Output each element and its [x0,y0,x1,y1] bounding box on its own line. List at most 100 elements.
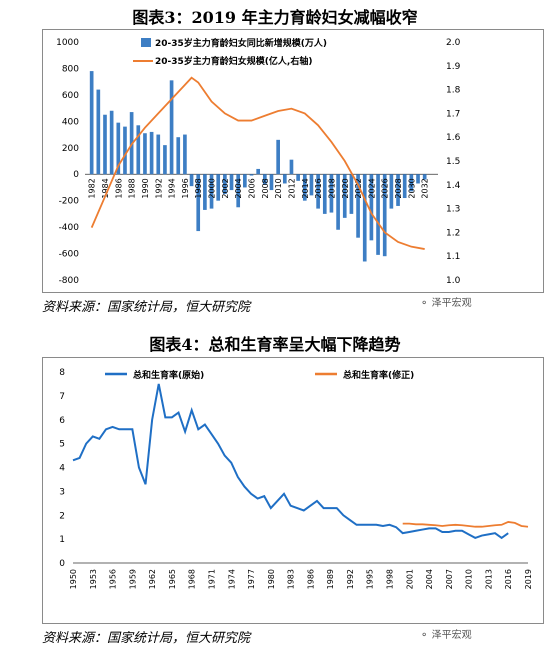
x-tick-label: 1965 [168,569,177,589]
legend-label: 总和生育率(修正) [343,369,414,381]
bar [209,174,214,209]
y-left-tick-label: 200 [62,144,79,154]
bar [196,174,201,232]
x-tick-label: 1996 [181,178,190,198]
x-tick-label: 1992 [346,569,355,589]
watermark-icon: ⚬ [420,298,429,309]
y-left-tick-label: -800 [59,276,80,286]
y-left-tick-label: 0 [73,170,79,180]
x-tick-label: 1998 [194,178,203,198]
bar [389,174,394,209]
x-tick-label: 2020 [341,178,350,198]
x-tick-label: 2000 [208,178,217,198]
x-tick-label: 1962 [148,569,157,589]
y-left-tick-label: -400 [59,223,80,233]
bar [183,134,187,175]
bar [216,174,221,201]
y-tick-label: 0 [59,559,65,569]
x-tick-label: 1982 [88,178,97,198]
bar [96,89,101,175]
chart3-title: 图表3：2019 年主力育龄妇女减幅收窄 [132,8,418,27]
bar [342,174,347,218]
y-right-tick-label: 1.4 [446,181,461,191]
x-tick-label: 1989 [326,569,335,589]
y-tick-label: 5 [59,440,65,450]
x-tick-label: 2032 [421,178,430,198]
bar [376,174,380,255]
x-tick-label: 1968 [188,569,197,589]
bar [422,174,427,180]
x-tick-label: 2024 [367,178,376,198]
x-tick-label: 2019 [524,569,533,589]
y-right-tick-label: 1.3 [446,205,460,215]
y-left-tick-label: 1000 [56,38,79,48]
bar [416,174,420,184]
bar [103,114,107,175]
bar [243,174,247,188]
bar [336,174,340,230]
legend-line-label: 20-35岁主力育龄妇女规模(亿人,右轴) [155,55,312,67]
bar [149,131,154,175]
bar [276,139,280,175]
chart3-frame: 1000 800 600 400 200 0 -200 -400 -600 -800 2.0 1.9 1… [42,29,544,293]
bar [269,174,274,191]
x-tick-label: 1984 [101,178,110,198]
x-tick-label: 2010 [274,178,283,198]
bar [409,174,414,192]
y-tick-label: 2 [59,511,65,521]
bar [369,174,374,241]
x-tick-label: 2022 [354,178,363,198]
bar [349,174,354,214]
x-tick-label: 1990 [141,178,150,198]
bar [289,159,294,175]
y-left-tick-label: -600 [59,250,80,260]
x-tick-label: 2006 [248,178,257,198]
chart4-plot: 8 7 6 5 4 3 2 1 0 1950 1953 1956 1959 1962 1965 1968 197… [59,368,533,589]
x-tick-label: 2013 [484,569,493,589]
bar [402,174,407,199]
x-tick-label: 2028 [394,178,403,198]
x-tick-label: 1959 [128,569,137,589]
watermark-text: 泽平宏观 [431,630,472,641]
y-right-tick-label: 1.7 [446,109,460,119]
x-tick-label: 1953 [89,569,98,589]
x-tick-label: 1974 [227,569,236,589]
y-tick-label: 4 [59,464,65,474]
bar [282,174,287,184]
chart4-source: 资料来源：国家统计局，恒大研究院 [42,631,251,646]
x-tick-label: 2004 [234,178,243,198]
bar [256,168,261,175]
x-tick-label: 2001 [405,569,414,589]
bar [356,174,360,238]
bar [223,174,227,195]
line-series-women [90,76,425,250]
bar [236,174,241,208]
x-tick-label: 2018 [327,178,336,198]
watermark-icon: ⚬ [420,630,429,641]
bar [156,134,161,175]
watermark-bottom: ⚬ 泽平宏观 [420,626,472,641]
bar [309,174,314,196]
x-tick-label: 1995 [366,569,375,589]
bar [396,174,400,206]
x-tick-label: 1992 [154,178,163,198]
x-tick-label: 2004 [425,569,434,589]
y-right-tick-label: 2.0 [446,38,461,48]
bar [203,174,207,210]
bar [262,174,267,185]
y-tick-label: 1 [59,535,65,545]
x-tick-label: 1980 [267,569,276,589]
chart4-title: 图表4：总和生育率呈大幅下降趋势 [149,335,401,354]
bar [296,174,300,181]
y-tick-label: 3 [59,487,65,497]
x-tick-label: 1994 [168,178,177,198]
x-tick-label: 1998 [386,569,395,589]
bar [169,80,174,175]
x-tick-label: 2008 [261,178,270,198]
y-right-tick-label: 1.1 [446,252,460,262]
watermark-top: ⚬ 泽平宏观 [420,294,472,309]
x-tick-label: 2014 [301,178,310,198]
bar [329,174,334,213]
bar [362,174,367,262]
bar [89,71,94,175]
